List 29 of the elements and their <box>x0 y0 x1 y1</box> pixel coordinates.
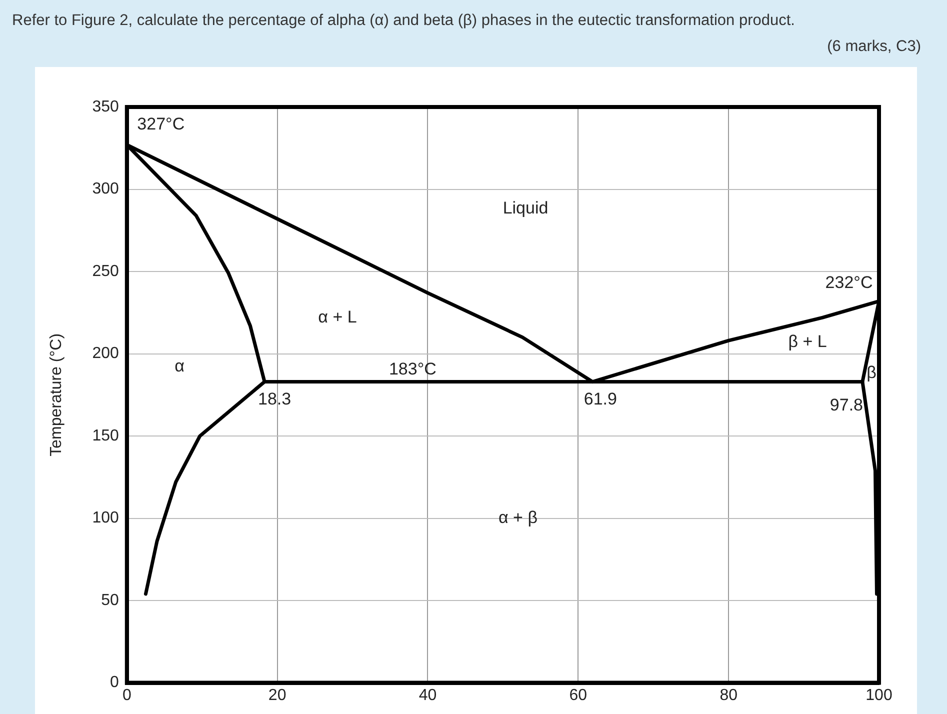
y-tick-label: 350 <box>92 98 119 116</box>
y-tick-label: 300 <box>92 180 119 198</box>
annotation: Liquid <box>502 198 548 218</box>
annotation: 327°C <box>137 114 185 134</box>
x-tick-label: 60 <box>569 686 588 704</box>
y-tick-label: 200 <box>92 345 119 362</box>
x-tick-label: 80 <box>720 686 738 704</box>
y-tick-label: 0 <box>110 674 119 692</box>
x-tick-label: 100 <box>866 686 892 704</box>
y-tick-label: 100 <box>92 510 119 527</box>
annotation: α + L <box>318 307 357 326</box>
x-tick-label: 0 <box>122 686 132 704</box>
x-tick-label: 20 <box>268 686 286 704</box>
annotation: β <box>866 363 877 382</box>
annotation: 232°C <box>825 272 873 292</box>
y-tick-label: 250 <box>92 262 119 280</box>
annotation: α <box>174 356 185 376</box>
y-tick-label: 50 <box>101 592 119 609</box>
annotation: 61.9 <box>584 389 617 408</box>
annotation: α + β <box>498 508 538 527</box>
y-axis-title: Temperature (°C) <box>48 333 66 456</box>
annotation: 183°C <box>388 359 436 378</box>
chart-title: Refer to Figure 2, calculate the percentage of alpha (α) and beta (β) phases in the eutectic transformation product. <box>11 11 796 30</box>
annotation: 97.8 <box>830 395 863 414</box>
annotation: 18.3 <box>258 389 292 408</box>
chart-subtitle: (6 marks, C3) <box>826 37 922 56</box>
annotation: β + L <box>788 332 827 351</box>
y-tick-label: 150 <box>92 427 119 444</box>
x-tick-label: 40 <box>418 686 437 704</box>
